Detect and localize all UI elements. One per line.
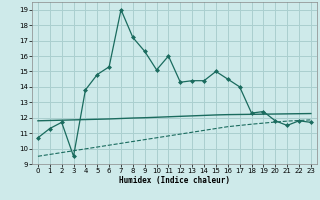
X-axis label: Humidex (Indice chaleur): Humidex (Indice chaleur) [119, 176, 230, 185]
